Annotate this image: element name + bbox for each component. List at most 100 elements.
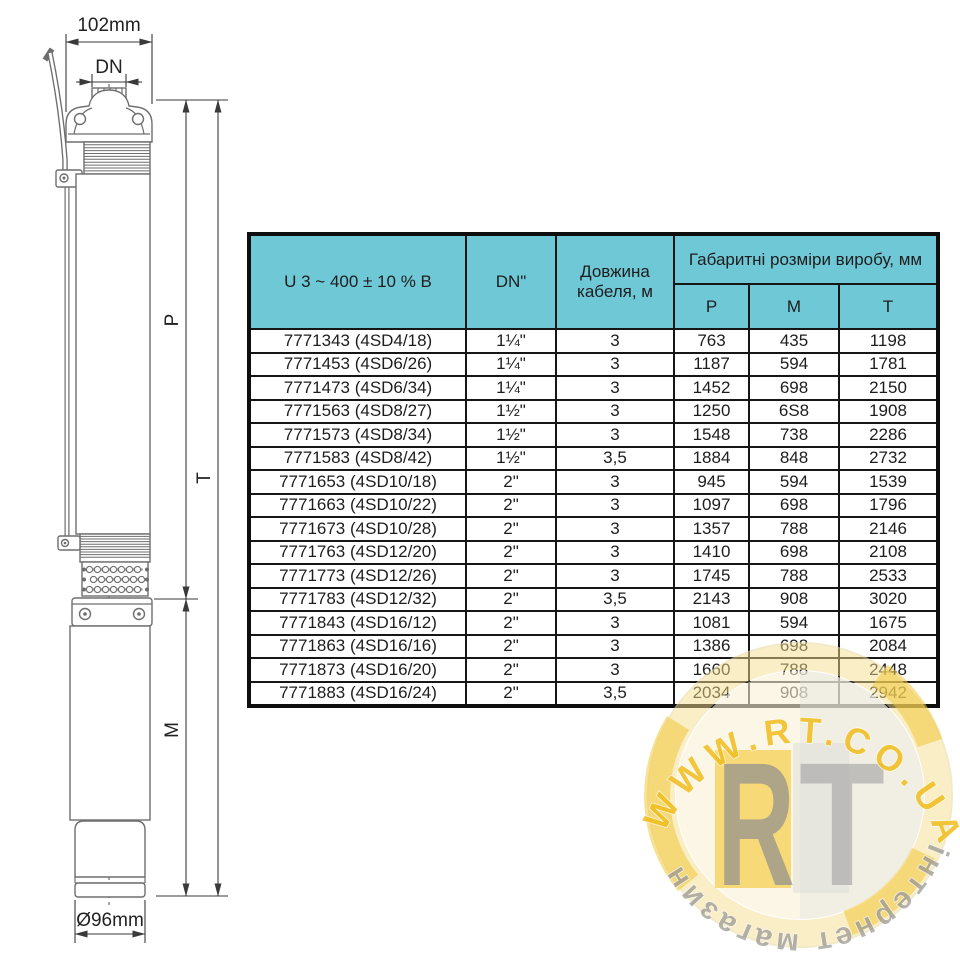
table-cell: 3 [555,351,675,377]
table-cell: 7771573 (4SD8/34) [248,422,467,448]
table-row: 7771843 (4SD16/12) 2" 3 1081 594 1675 [248,610,939,636]
table-cell: 2" [465,469,557,495]
table-cell: 1½" [465,422,557,448]
table-cell: 7771873 (4SD16/20) [248,657,467,683]
power-cable [42,47,70,538]
table-cell: 7771883 (4SD16/24) [248,680,467,707]
table-cell: 7771453 (4SD6/26) [248,351,467,377]
table-cell: 1675 [838,610,939,636]
table-cell: 7771783 (4SD12/32) [248,586,467,612]
header-sub-m: M [748,283,840,330]
table-cell: 2" [465,610,557,636]
table-cell: 788 [748,657,840,683]
spec-table-body: 7771343 (4SD4/18) 1¼" 3 763 435 1198 7771453 (… [248,328,939,707]
table-cell: 908 [748,680,840,707]
table-cell: 7771343 (4SD4/18) [248,328,467,354]
table-cell: 3 [555,422,675,448]
table-cell: 1¼" [465,375,557,401]
dim-label-diameter: Ø96mm [76,910,144,931]
table-cell: 3 [555,469,675,495]
table-cell: 7771763 (4SD12/20) [248,539,467,565]
table-row: 7771873 (4SD16/20) 2" 3 1660 788 2448 [248,657,939,683]
table-cell: 7771863 (4SD16/16) [248,633,467,659]
spec-table-header: U 3 ~ 400 ± 10 % В DN" Довжина кабеля, м… [248,233,939,330]
table-cell: 698 [748,539,840,565]
watermark-yellow-square [715,750,791,888]
table-row: 7771563 (4SD8/27) 1½" 3 1250 6S8 1908 [248,398,939,424]
mid-ribs [79,533,151,563]
table-cell: 2" [465,586,557,612]
table-row: 7771783 (4SD12/32) 2" 3,5 2143 908 3020 [248,586,939,612]
header-voltage: U 3 ~ 400 ± 10 % В [248,233,467,330]
table-cell: 1198 [838,328,939,354]
table-row: 7771453 (4SD6/26) 1¼" 3 1187 594 1781 [248,351,939,377]
table-cell: 1745 [673,563,750,589]
table-cell: 1½" [465,398,557,424]
table-row: 7771573 (4SD8/34) 1½" 3 1548 738 2286 [248,422,939,448]
table-cell: 3 [555,492,675,518]
table-cell: 3 [555,563,675,589]
pump-body [75,173,151,535]
pump-head [65,89,153,143]
table-cell: 945 [673,469,750,495]
table-cell: 2533 [838,563,939,589]
table-cell: 3 [555,633,675,659]
table-row: 7771583 (4SD8/42) 1½" 3,5 1884 848 2732 [248,445,939,471]
table-cell: 2448 [838,657,939,683]
table-cell: 1357 [673,516,750,542]
table-cell: 1¼" [465,328,557,354]
table-cell: 1539 [838,469,939,495]
dimension-lines: 102mm DN P M T Ø96mm [65,15,228,943]
table-cell: 1548 [673,422,750,448]
header-cable-line1: Довжина [580,262,650,281]
cable-clamp-bottom [57,535,81,551]
table-cell: 2034 [673,680,750,707]
table-cell: 3,5 [555,445,675,471]
table-cell: 1097 [673,492,750,518]
table-cell: 3 [555,375,675,401]
svg-text:WWW.RT.CO.UA: WWW.RT.CO.UA [635,709,960,854]
header-cable-line2: кабеля, м [577,282,653,301]
strainer-holes [82,565,149,594]
watermark-logo-t: T [799,727,885,923]
table-cell: 3020 [838,586,939,612]
table-cell: 1187 [673,351,750,377]
table-cell: 3 [555,516,675,542]
spec-table: U 3 ~ 400 ± 10 % В DN" Довжина кабеля, м… [247,232,940,708]
table-cell: 2286 [838,422,939,448]
watermark-site-text: WWW.RT.CO.UA [634,708,960,854]
watermark-tagline-text: інтернет магазин [654,839,953,960]
header-cable: Довжина кабеля, м [555,233,675,330]
table-cell: 1452 [673,375,750,401]
table-cell: 2146 [838,516,939,542]
table-cell: 7771653 (4SD10/18) [248,469,467,495]
table-cell: 2150 [838,375,939,401]
table-cell: 698 [748,633,840,659]
table-cell: 1½" [465,445,557,471]
table-cell: 2143 [673,586,750,612]
table-cell: 2" [465,539,557,565]
table-cell: 1250 [673,398,750,424]
table-cell: 2108 [838,539,939,565]
table-cell: 1660 [673,657,750,683]
mid-rib-lines [80,535,150,558]
table-cell: 3 [555,328,675,354]
svg-text:інтернет магазин: інтернет магазин [655,840,956,960]
header-sub-p: P [673,283,750,330]
head-rib-lines [84,144,150,172]
table-cell: 3 [555,657,675,683]
coupling-plate [71,597,153,627]
table-cell: 594 [748,610,840,636]
table-cell: 7771663 (4SD10/22) [248,492,467,518]
table-row: 7771653 (4SD10/18) 2" 3 945 594 1539 [248,469,939,495]
dim-label-m: M [162,722,183,738]
table-cell: 7771673 (4SD10/28) [248,516,467,542]
table-cell: 788 [748,563,840,589]
table-row: 7771663 (4SD10/22) 2" 3 1097 698 1796 [248,492,939,518]
table-cell: 2942 [838,680,939,707]
motor-body [69,625,151,821]
table-cell: 1386 [673,633,750,659]
head-ribs [83,141,151,175]
table-cell: 788 [748,516,840,542]
watermark-gray-bar [793,743,849,893]
